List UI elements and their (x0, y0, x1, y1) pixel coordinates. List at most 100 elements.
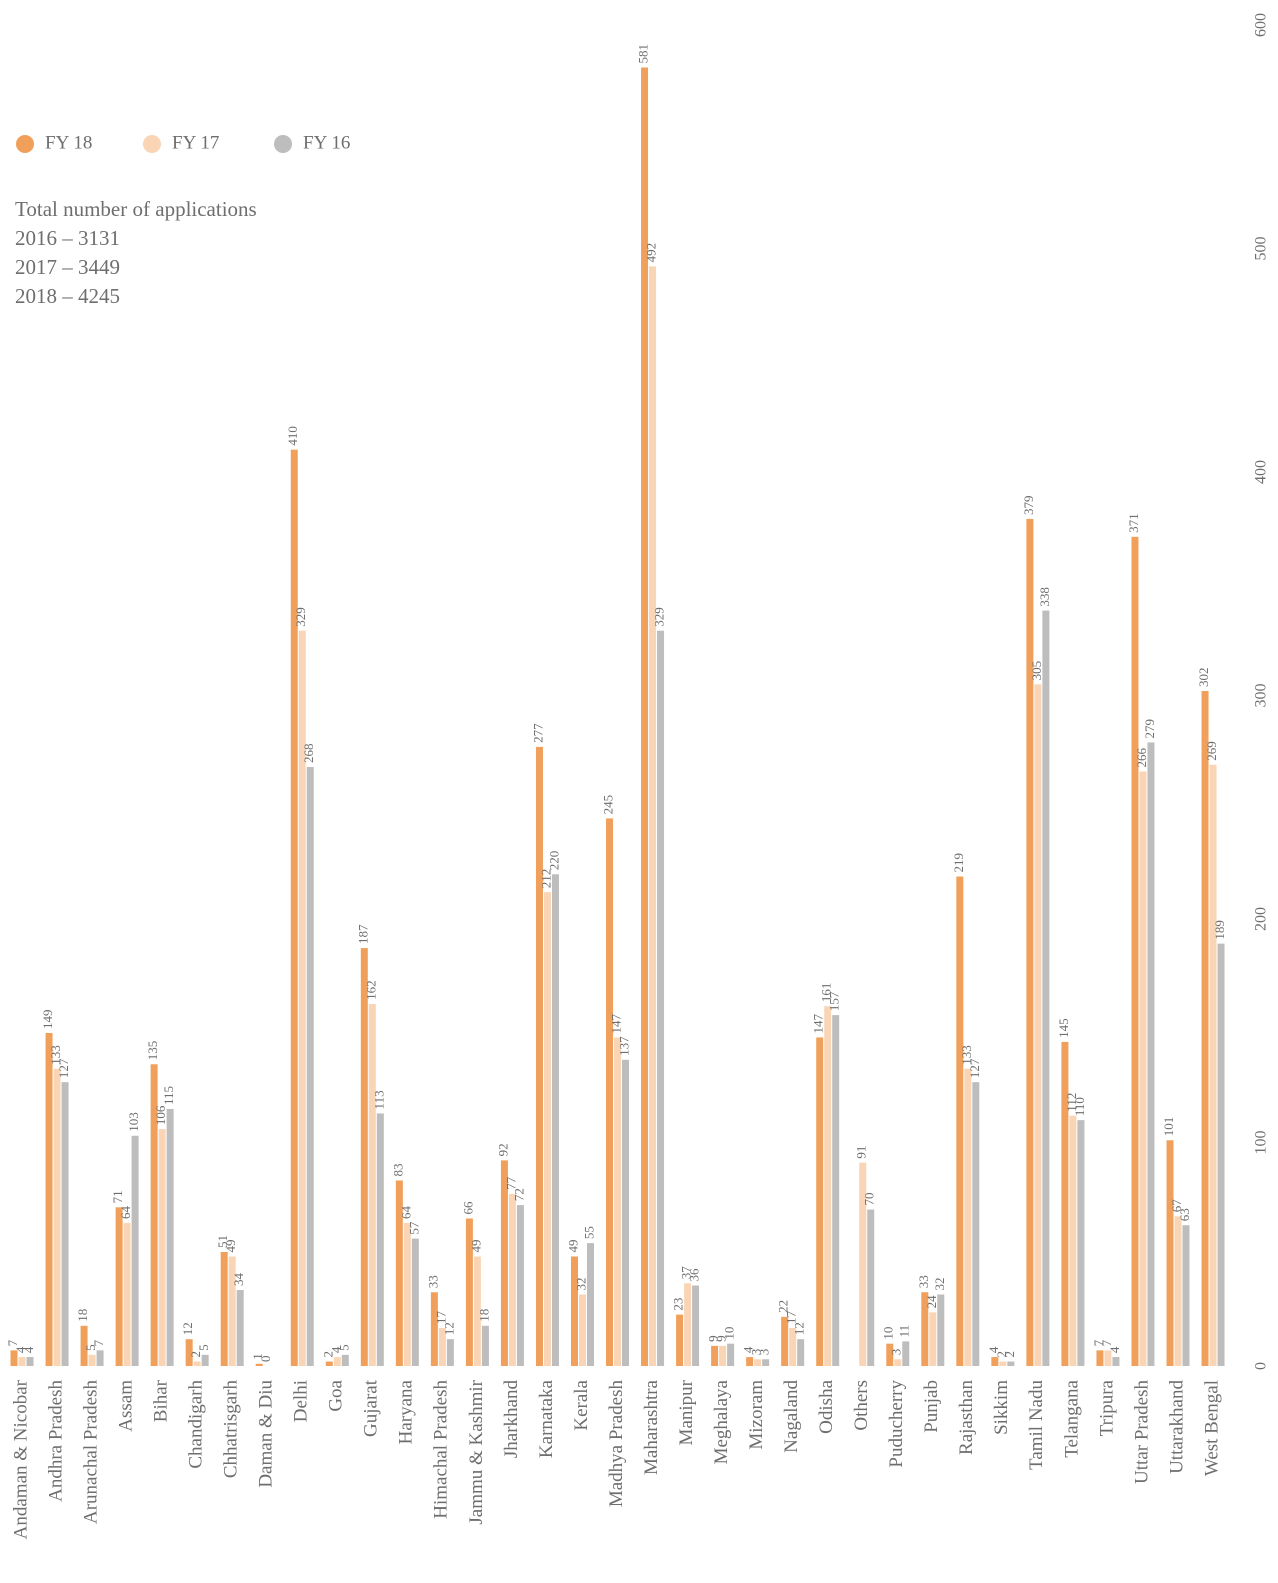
x-tick-label: Andhra Pradesh (45, 1380, 66, 1502)
bar (185, 1339, 193, 1366)
x-tick-label: Himachal Pradesh (431, 1380, 452, 1519)
bar (972, 1082, 980, 1366)
x-tick-label: Gujarat (361, 1379, 382, 1437)
bar (1034, 684, 1042, 1366)
value-label: 7 (91, 1339, 106, 1346)
bar (228, 1256, 236, 1366)
bar (1007, 1361, 1015, 1366)
value-label: 32 (573, 1277, 588, 1290)
value-label: 18 (476, 1309, 491, 1322)
x-tick-label: Telangana (1061, 1379, 1082, 1457)
x-tick-label: Meghalaya (711, 1379, 732, 1464)
value-label: 147 (609, 1013, 624, 1033)
x-tick-label: Chandigarh (186, 1380, 207, 1469)
bar (1217, 943, 1225, 1366)
x-tick-label: Delhi (291, 1380, 312, 1422)
bar (10, 1350, 18, 1366)
value-label: 5 (83, 1344, 98, 1351)
bar (1166, 1140, 1174, 1366)
value-label: 245 (601, 795, 616, 815)
x-tick-label: Jammu & Kashmir (466, 1379, 487, 1524)
value-label: 33 (425, 1275, 440, 1288)
x-tick-label: Tripura (1096, 1379, 1117, 1436)
bar (692, 1285, 700, 1366)
value-label: 269 (1204, 741, 1219, 761)
bar (508, 1193, 516, 1366)
x-tick-label: Puducherry (886, 1380, 907, 1468)
value-label: 7 (1091, 1339, 1106, 1346)
x-tick-label: Punjab (921, 1380, 942, 1433)
bar (711, 1345, 719, 1366)
bar (1139, 771, 1147, 1366)
bar (220, 1252, 228, 1366)
bar (446, 1339, 454, 1366)
bar (929, 1312, 937, 1366)
bar (789, 1328, 797, 1366)
bar (719, 1345, 727, 1366)
value-label: 18 (75, 1309, 90, 1322)
bar (1026, 518, 1034, 1366)
value-label: 64 (398, 1205, 413, 1219)
value-label: 91 (854, 1146, 869, 1159)
x-tick-label: Odisha (816, 1379, 837, 1433)
value-label: 17 (433, 1311, 448, 1325)
value-label: 66 (460, 1201, 475, 1215)
bar (88, 1354, 96, 1366)
bar (438, 1328, 446, 1366)
bar (395, 1180, 403, 1366)
bar (150, 1064, 158, 1366)
x-tick-label: Bihar (150, 1379, 171, 1422)
bar (649, 266, 657, 1366)
bar (1201, 691, 1209, 1366)
value-label: 371 (1126, 513, 1141, 533)
value-label: 410 (285, 426, 300, 446)
value-label: 187 (355, 924, 370, 944)
y-tick-label: 0 (1253, 1362, 1270, 1370)
bar (902, 1341, 910, 1366)
bar (956, 876, 964, 1366)
value-label: 34 (231, 1273, 246, 1287)
bar (921, 1292, 929, 1366)
value-label: 2 (994, 1351, 1009, 1358)
x-tick-label: Mizoram (746, 1380, 767, 1450)
x-tick-label: Maharashtra (641, 1379, 662, 1475)
y-tick-label: 300 (1253, 684, 1270, 708)
x-tick-label: Sikkim (991, 1380, 1012, 1435)
bar (123, 1222, 131, 1366)
bar (657, 630, 665, 1366)
value-label: 77 (503, 1176, 518, 1190)
value-label: 338 (1037, 587, 1052, 607)
value-label: 4 (21, 1346, 36, 1353)
bar (18, 1357, 26, 1366)
bar (832, 1015, 840, 1366)
value-label: 4 (328, 1346, 343, 1353)
bar (614, 1037, 622, 1366)
bar (1069, 1115, 1077, 1366)
x-tick-label: Daman & Diu (256, 1380, 277, 1488)
bar (430, 1292, 438, 1366)
value-label: 24 (924, 1295, 939, 1309)
bar (411, 1238, 419, 1366)
value-label: 33 (916, 1275, 931, 1288)
x-tick-label: Uttarakhand (1166, 1380, 1187, 1474)
value-label: 70 (862, 1193, 877, 1206)
bar (1042, 610, 1050, 1366)
bar (867, 1209, 875, 1366)
legend-swatch (274, 135, 292, 153)
value-label: 67 (1169, 1199, 1184, 1213)
bar (290, 449, 298, 1366)
bar (473, 1256, 481, 1366)
bar (1104, 1350, 1112, 1366)
x-tick-label: Manipur (676, 1379, 697, 1445)
value-label: 2 (320, 1351, 335, 1358)
value-label: 115 (161, 1086, 176, 1105)
bar (762, 1359, 770, 1366)
annotation: Total number of applications (15, 197, 257, 221)
bar (360, 948, 368, 1366)
legend-swatch (143, 135, 161, 153)
bar (886, 1343, 894, 1366)
bar (937, 1294, 945, 1366)
value-label: 112 (1064, 1093, 1079, 1112)
bar (158, 1129, 166, 1366)
bar (403, 1222, 411, 1366)
